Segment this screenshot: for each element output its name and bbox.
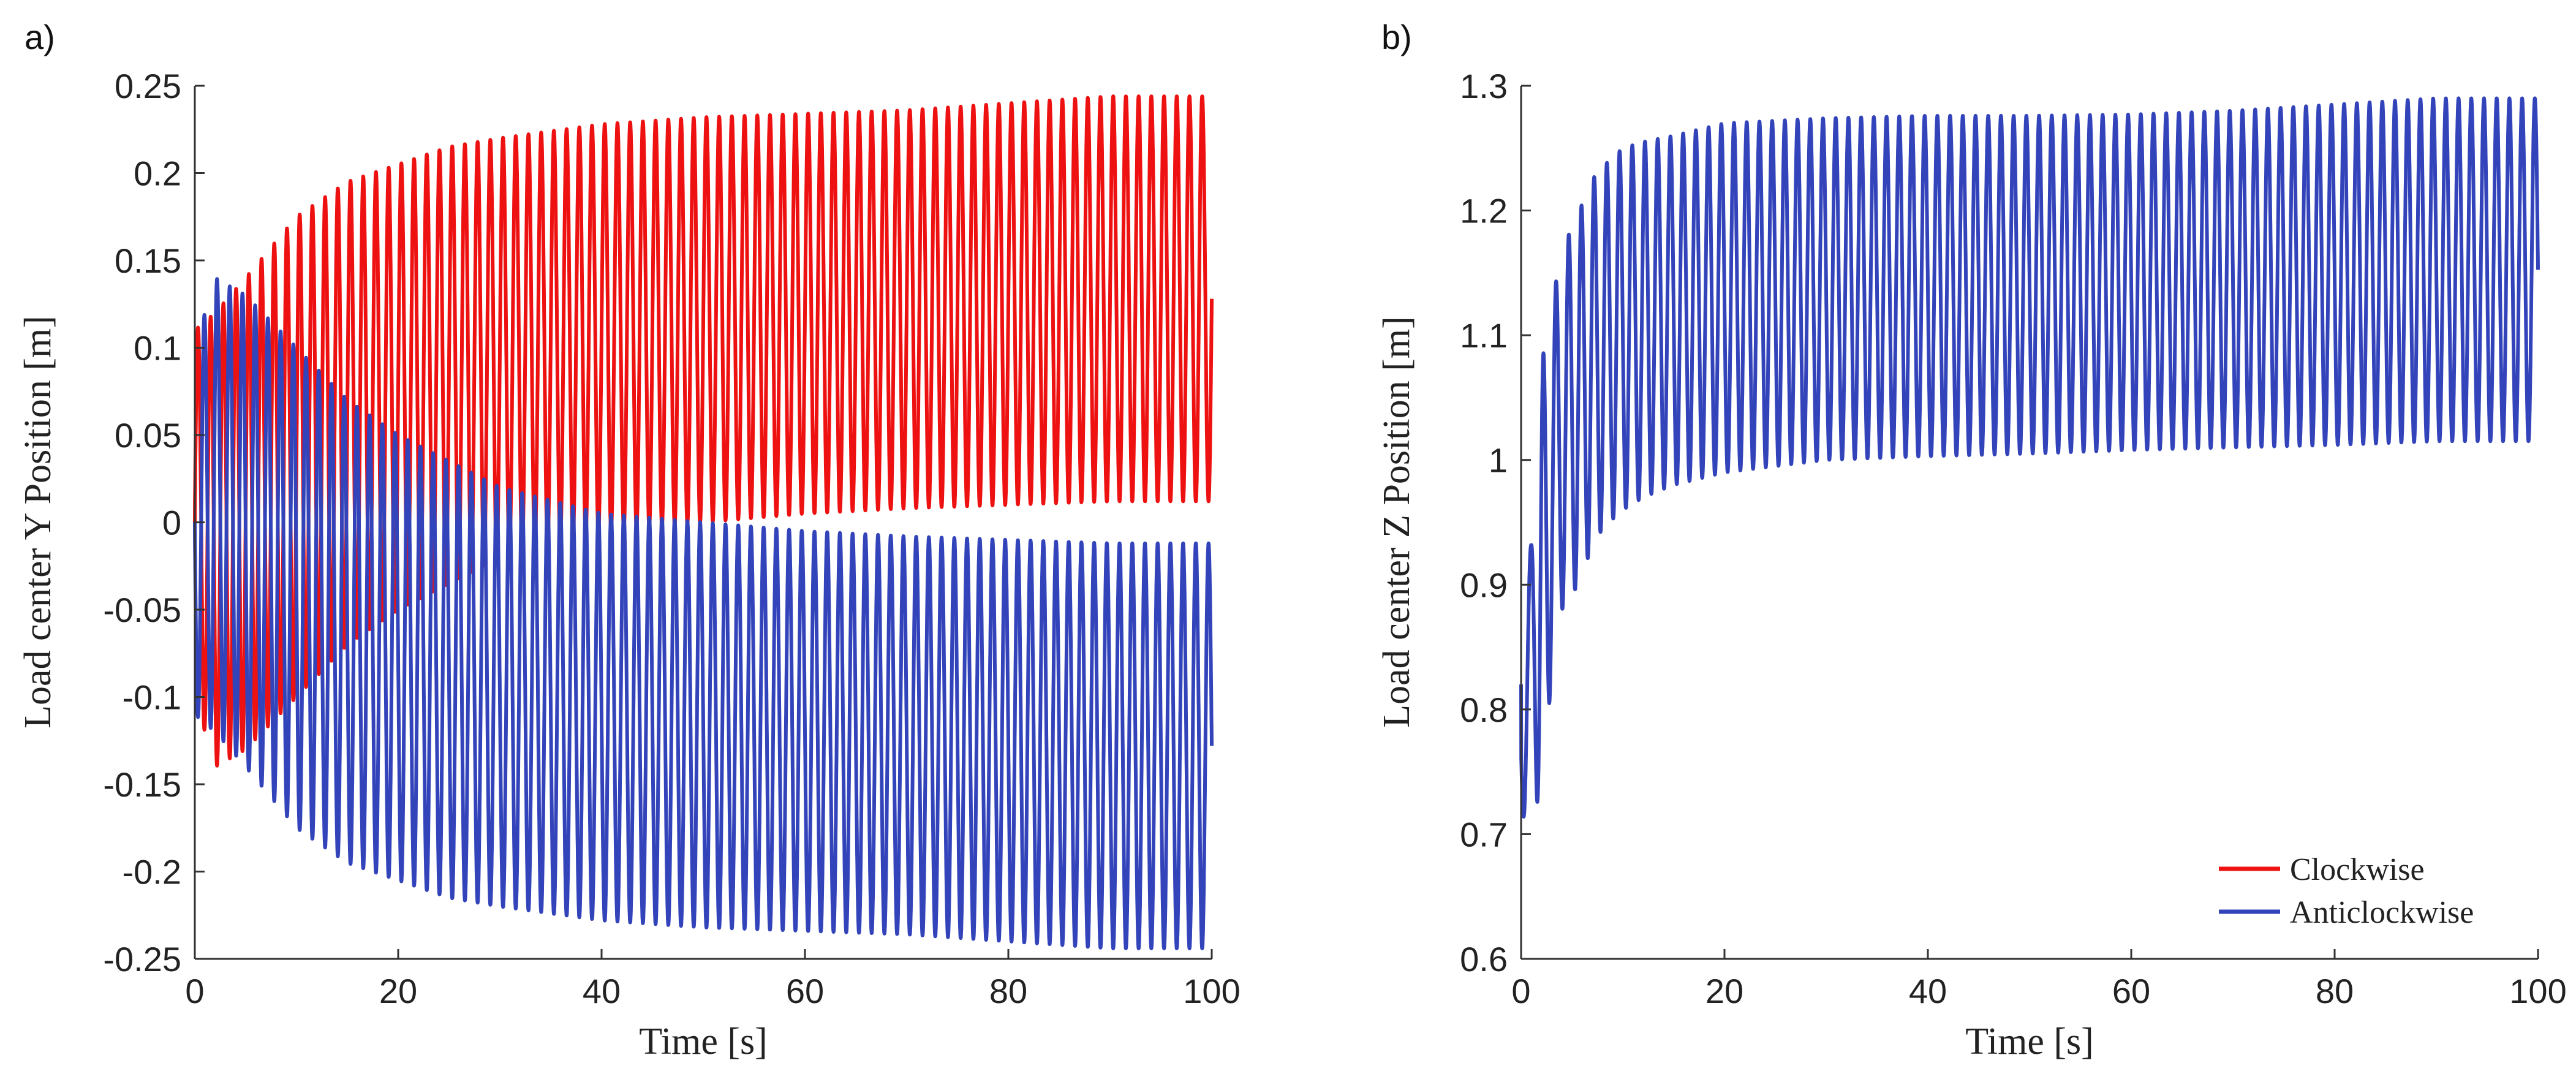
y-tick-label: 0.2 bbox=[134, 154, 181, 193]
y-tick-label: 0.7 bbox=[1460, 815, 1508, 853]
panel-a-ticks: 0 20 40 60 80 100 -0.25 -0.2 -0.15 -0.1 -0.05 0 0.05… bbox=[103, 67, 1240, 1010]
panel-b-ticks: 0 20 40 60 80 100 0.6 0.7 0.8 0.9 1 1.1 1.2 1.3 bbox=[1460, 67, 2567, 1010]
y-tick-label: 0.8 bbox=[1460, 691, 1508, 729]
panel-a-chart: a) 0 20 40 60 80 100-0.25-0.2-0.15-0.1-0.0500… bbox=[17, 18, 1241, 1062]
y-tick-label: 0.15 bbox=[115, 241, 181, 280]
series-line-anticlockwise bbox=[193, 277, 1214, 950]
y-tick-label: -0.25 bbox=[103, 940, 181, 978]
x-tick-label: 60 bbox=[786, 972, 824, 1010]
panel-b-chart: b) 0 20 40 60 80 100 0.6 0.7 0.8 0.9 1 1.1 1.2 1.3 Ti… bbox=[1376, 18, 2567, 1062]
panel-b-y-axis-label: Load center Z Position [m] bbox=[1376, 316, 1418, 728]
y-tick-label: 1 bbox=[1489, 441, 1508, 480]
y-tick-label: 1.3 bbox=[1460, 67, 1508, 105]
panel-b-x-axis-label: Time [s] bbox=[1965, 1021, 2094, 1062]
x-tick-label: 100 bbox=[1183, 972, 1240, 1010]
x-tick-label: 80 bbox=[2316, 972, 2354, 1010]
y-tick-label: 0 bbox=[162, 504, 181, 542]
panel-a-label: a) bbox=[25, 18, 55, 56]
y-tick-label: -0.1 bbox=[123, 678, 182, 717]
x-tick-label: 40 bbox=[583, 972, 621, 1010]
panel-b-axes bbox=[1520, 86, 2538, 960]
x-tick-label: 0 bbox=[185, 972, 204, 1010]
y-tick-label: -0.15 bbox=[103, 765, 181, 804]
panel-a-y-axis-label: Load center Y Position [m] bbox=[17, 316, 59, 729]
y-tick-label: 0.9 bbox=[1460, 566, 1508, 604]
y-tick-label: -0.05 bbox=[103, 591, 181, 629]
y-tick-label: 0.1 bbox=[134, 329, 181, 368]
panel-a-series-group bbox=[193, 94, 1214, 950]
y-tick-label: -0.2 bbox=[123, 853, 182, 891]
series-line-clockwise bbox=[193, 94, 1214, 768]
panel-a-x-axis-label: Time [s] bbox=[639, 1021, 768, 1062]
x-tick-label: 60 bbox=[2112, 972, 2150, 1010]
x-tick-label: 80 bbox=[989, 972, 1027, 1010]
y-tick-label: 0.6 bbox=[1460, 940, 1508, 978]
x-tick-label: 40 bbox=[1909, 972, 1947, 1010]
x-tick-label: 20 bbox=[379, 972, 417, 1010]
y-tick-label: 1.2 bbox=[1460, 192, 1508, 230]
series-line-anticlockwise bbox=[1519, 96, 2540, 819]
x-tick-label: 20 bbox=[1705, 972, 1743, 1010]
legend: Clockwise Anticlockwise bbox=[2219, 852, 2474, 930]
y-tick-label: 0.25 bbox=[115, 67, 181, 105]
legend-label-anticlockwise: Anticlockwise bbox=[2290, 895, 2474, 930]
panel-b-series-group bbox=[1519, 96, 2540, 819]
y-tick-label: 1.1 bbox=[1460, 316, 1508, 355]
x-tick-label: 0 bbox=[1511, 972, 1530, 1010]
y-tick-label: 0.05 bbox=[115, 416, 181, 455]
legend-label-clockwise: Clockwise bbox=[2290, 852, 2425, 887]
x-tick-label: 100 bbox=[2509, 972, 2566, 1010]
panel-b-label: b) bbox=[1381, 18, 1412, 56]
